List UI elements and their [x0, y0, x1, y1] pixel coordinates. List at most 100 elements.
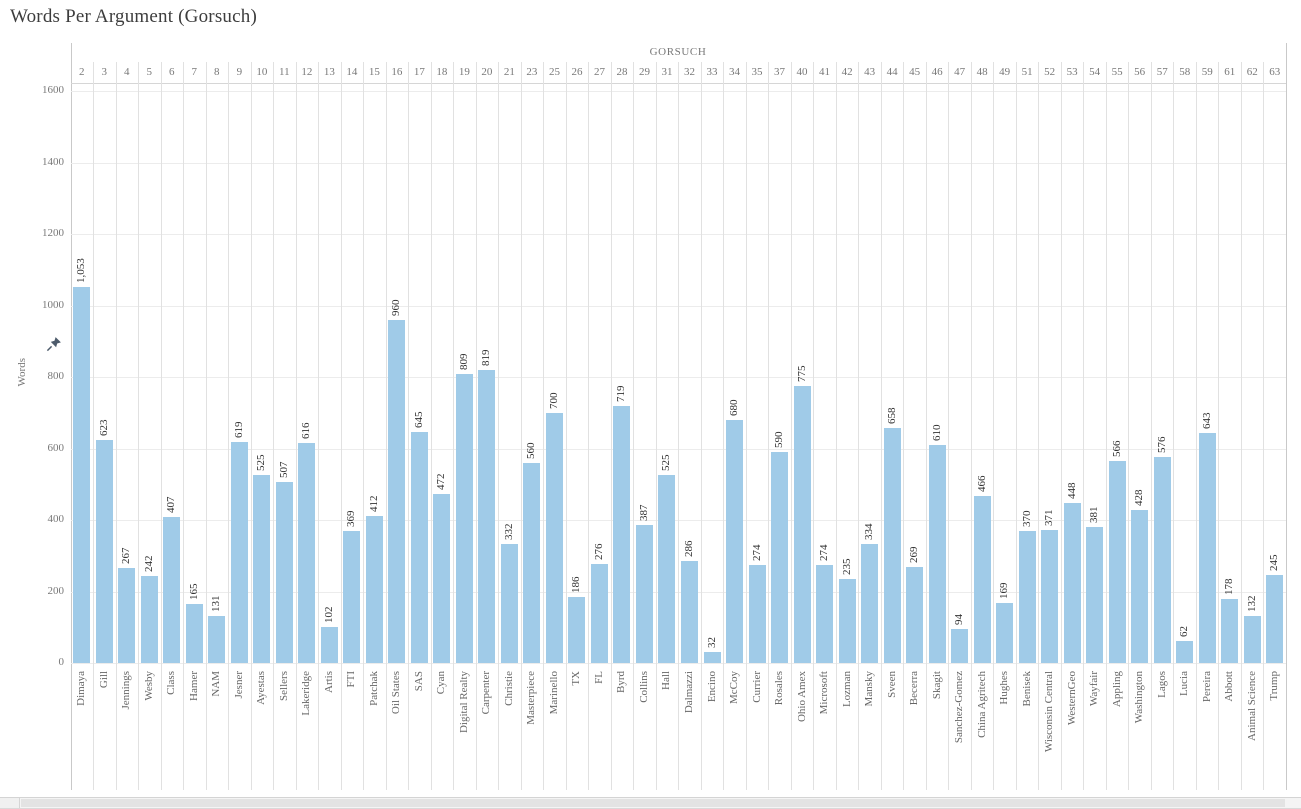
column-number-header[interactable]: 49: [999, 66, 1011, 78]
case-label[interactable]: Hall: [660, 671, 673, 690]
bar[interactable]: [816, 565, 834, 663]
bar[interactable]: [1086, 526, 1104, 663]
pinned-axis-icon[interactable]: [46, 336, 62, 352]
bar[interactable]: [500, 544, 518, 663]
bar[interactable]: [726, 419, 744, 663]
case-label[interactable]: Ayestas: [255, 671, 268, 705]
bar[interactable]: [838, 578, 856, 663]
bar[interactable]: [298, 442, 316, 663]
case-label[interactable]: Class: [165, 671, 178, 695]
column-number-header[interactable]: 46: [931, 66, 943, 78]
bar[interactable]: [185, 604, 203, 663]
case-label[interactable]: McCoy: [728, 671, 741, 704]
bar[interactable]: [1243, 615, 1261, 663]
bar[interactable]: [163, 517, 181, 663]
case-label[interactable]: Lakeridge: [300, 671, 313, 716]
case-label[interactable]: China Agritech: [975, 671, 988, 738]
bar[interactable]: [590, 564, 608, 663]
case-label[interactable]: Rosales: [773, 671, 786, 706]
bar[interactable]: [275, 481, 293, 663]
case-label[interactable]: Masterpiece: [525, 671, 538, 725]
scrollbar-thumb[interactable]: [21, 799, 1285, 807]
bar[interactable]: [1221, 599, 1239, 663]
column-number-header[interactable]: 14: [346, 66, 358, 78]
column-number-header[interactable]: 35: [751, 66, 763, 78]
column-number-header[interactable]: 7: [191, 66, 198, 78]
column-number-header[interactable]: 48: [976, 66, 988, 78]
column-number-header[interactable]: 5: [146, 66, 153, 78]
column-number-header[interactable]: 37: [774, 66, 786, 78]
case-label[interactable]: FTI: [345, 671, 358, 688]
column-number-header[interactable]: 3: [101, 66, 108, 78]
bar[interactable]: [1266, 575, 1284, 663]
column-number-header[interactable]: 25: [548, 66, 560, 78]
bar[interactable]: [343, 531, 361, 663]
case-label[interactable]: Wesby: [142, 671, 155, 701]
case-label[interactable]: Currier: [750, 671, 763, 703]
case-label[interactable]: Hughes: [998, 671, 1011, 705]
column-number-header[interactable]: 51: [1021, 66, 1033, 78]
column-number-header[interactable]: 63: [1269, 66, 1281, 78]
column-number-header[interactable]: 10: [256, 66, 268, 78]
bar[interactable]: [1176, 640, 1194, 663]
case-label[interactable]: Cyan: [435, 671, 448, 695]
case-label[interactable]: Lagos: [1155, 671, 1168, 698]
horizontal-scrollbar[interactable]: [0, 797, 1301, 809]
column-number-header[interactable]: 18: [436, 66, 448, 78]
case-label[interactable]: Artis: [322, 671, 335, 693]
column-number-header[interactable]: 42: [841, 66, 853, 78]
column-number-header[interactable]: 9: [236, 66, 243, 78]
case-label[interactable]: Sellers: [277, 671, 290, 701]
column-number-header[interactable]: 19: [458, 66, 470, 78]
case-label[interactable]: Patchak: [367, 671, 380, 706]
case-label[interactable]: Carpenter: [480, 671, 493, 715]
case-label[interactable]: Marinello: [547, 671, 560, 715]
bar[interactable]: [365, 515, 383, 663]
scrollbar-left-button[interactable]: [0, 798, 20, 808]
column-number-header[interactable]: 4: [124, 66, 130, 78]
case-label[interactable]: Encino: [705, 671, 718, 703]
case-label[interactable]: Benisek: [1020, 671, 1033, 707]
column-number-header[interactable]: 53: [1066, 66, 1078, 78]
case-label[interactable]: NAM: [210, 671, 223, 697]
column-number-header[interactable]: 52: [1044, 66, 1056, 78]
bar[interactable]: [118, 567, 136, 663]
bar[interactable]: [613, 405, 631, 663]
bar[interactable]: [230, 441, 248, 663]
case-label[interactable]: Dalmazzi: [683, 671, 695, 714]
bar[interactable]: [320, 626, 338, 663]
column-number-header[interactable]: 26: [571, 66, 583, 78]
case-label[interactable]: Appling: [1110, 671, 1123, 708]
column-number-header[interactable]: 12: [301, 66, 313, 78]
column-number-header[interactable]: 17: [413, 66, 425, 78]
case-label[interactable]: SAS: [412, 671, 425, 692]
case-label[interactable]: Skagit: [930, 671, 943, 700]
bar[interactable]: [635, 524, 653, 663]
bar[interactable]: [568, 596, 586, 663]
column-number-header[interactable]: 41: [819, 66, 831, 78]
case-label[interactable]: Animal Science: [1245, 671, 1258, 741]
case-label[interactable]: Sanchez-Gomez: [953, 671, 966, 744]
bar[interactable]: [95, 440, 113, 663]
bar[interactable]: [681, 560, 698, 663]
column-number-header[interactable]: 15: [368, 66, 380, 78]
case-label[interactable]: Pereira: [1200, 671, 1213, 703]
case-label[interactable]: Wayfair: [1088, 671, 1101, 707]
column-number-header[interactable]: 44: [886, 66, 898, 78]
column-number-header[interactable]: 54: [1089, 66, 1101, 78]
bar[interactable]: [703, 651, 721, 663]
bar[interactable]: [793, 385, 811, 663]
case-label[interactable]: Trump: [1268, 671, 1281, 701]
column-number-header[interactable]: 55: [1111, 66, 1123, 78]
bar[interactable]: [140, 576, 158, 663]
bar[interactable]: [928, 444, 946, 663]
bar[interactable]: [73, 286, 91, 663]
column-number-header[interactable]: 56: [1134, 66, 1146, 78]
column-number-header[interactable]: 8: [214, 66, 220, 78]
column-number-header[interactable]: 28: [616, 66, 628, 78]
column-number-header[interactable]: 29: [638, 66, 650, 78]
column-number-header[interactable]: 47: [954, 66, 966, 78]
column-number-header[interactable]: 40: [796, 66, 808, 78]
column-number-header[interactable]: 45: [909, 66, 921, 78]
case-label[interactable]: Dimaya: [75, 671, 88, 706]
